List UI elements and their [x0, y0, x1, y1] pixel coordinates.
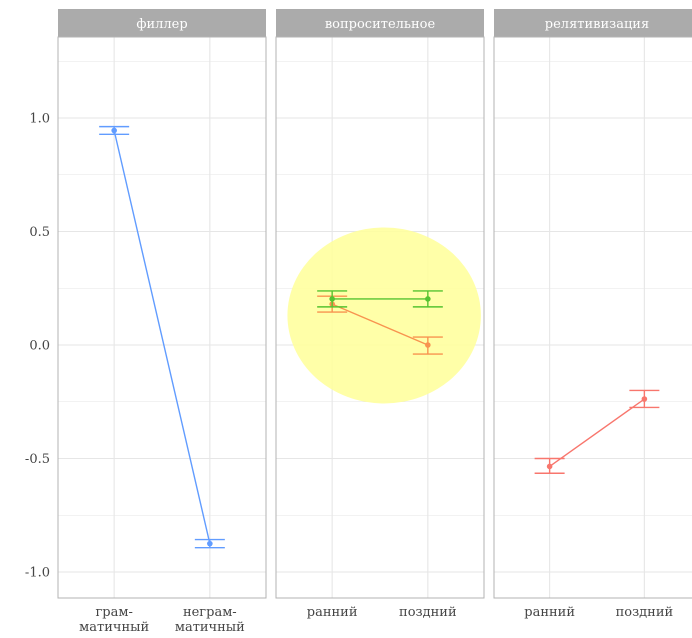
x-tick-label: ранний	[307, 605, 358, 620]
data-point	[641, 396, 648, 402]
panel-border	[57, 36, 267, 599]
facet-panel-2: вопросительное ранний поздний	[275, 9, 485, 620]
x-tick-label-line: ранний	[307, 605, 358, 620]
panel-background	[494, 37, 692, 598]
panel-border	[493, 36, 692, 599]
series-line	[331, 303, 429, 346]
facet-panel-3: релятивизация ранний поздний	[493, 9, 692, 620]
data-point	[425, 342, 431, 348]
series-line	[113, 130, 211, 544]
y-tick-label: 1.0	[29, 112, 50, 127]
highlight-ellipse	[287, 227, 481, 404]
facet-strip	[276, 9, 484, 37]
data-point	[329, 296, 335, 302]
x-tick-label-line: поздний	[399, 605, 457, 620]
data-point	[207, 540, 213, 547]
y-tick-label: 0.0	[29, 339, 50, 354]
panel-background	[58, 37, 266, 598]
x-tick-label: грам-матичный	[79, 605, 149, 635]
data-point	[546, 463, 553, 470]
y-tick-label: -0.5	[25, 452, 50, 467]
panel-border	[275, 36, 485, 599]
y-tick-label: -1.0	[25, 566, 50, 581]
series	[534, 389, 660, 474]
y-tick-label: 0.5	[29, 225, 50, 240]
series	[317, 290, 443, 308]
data-point	[111, 127, 117, 134]
facet-title: релятивизация	[545, 17, 649, 32]
x-tick-label-line: поздний	[616, 605, 674, 620]
series-line	[549, 398, 645, 468]
x-tick-label: поздний	[399, 605, 457, 620]
series	[99, 125, 225, 549]
chart-root: филлерграм-матичныйнеграм-матичныйвопрос…	[25, 9, 692, 635]
data-point	[425, 296, 431, 302]
x-tick-label: ранний	[524, 605, 575, 620]
x-tick-label-line: ранний	[524, 605, 575, 620]
x-tick-label-line: матичный	[79, 620, 149, 635]
x-tick-label-line: неграм-	[183, 605, 237, 620]
x-tick-label-line: грам-	[95, 605, 132, 620]
facet-title: филлер	[136, 17, 187, 32]
facet-strip	[494, 9, 692, 37]
x-tick-label-line: матичный	[175, 620, 245, 635]
x-tick-label: поздний	[616, 605, 674, 620]
facet-title: вопросительное	[325, 17, 436, 32]
facet-strip	[58, 9, 266, 37]
x-tick-label: неграм-матичный	[175, 605, 245, 635]
